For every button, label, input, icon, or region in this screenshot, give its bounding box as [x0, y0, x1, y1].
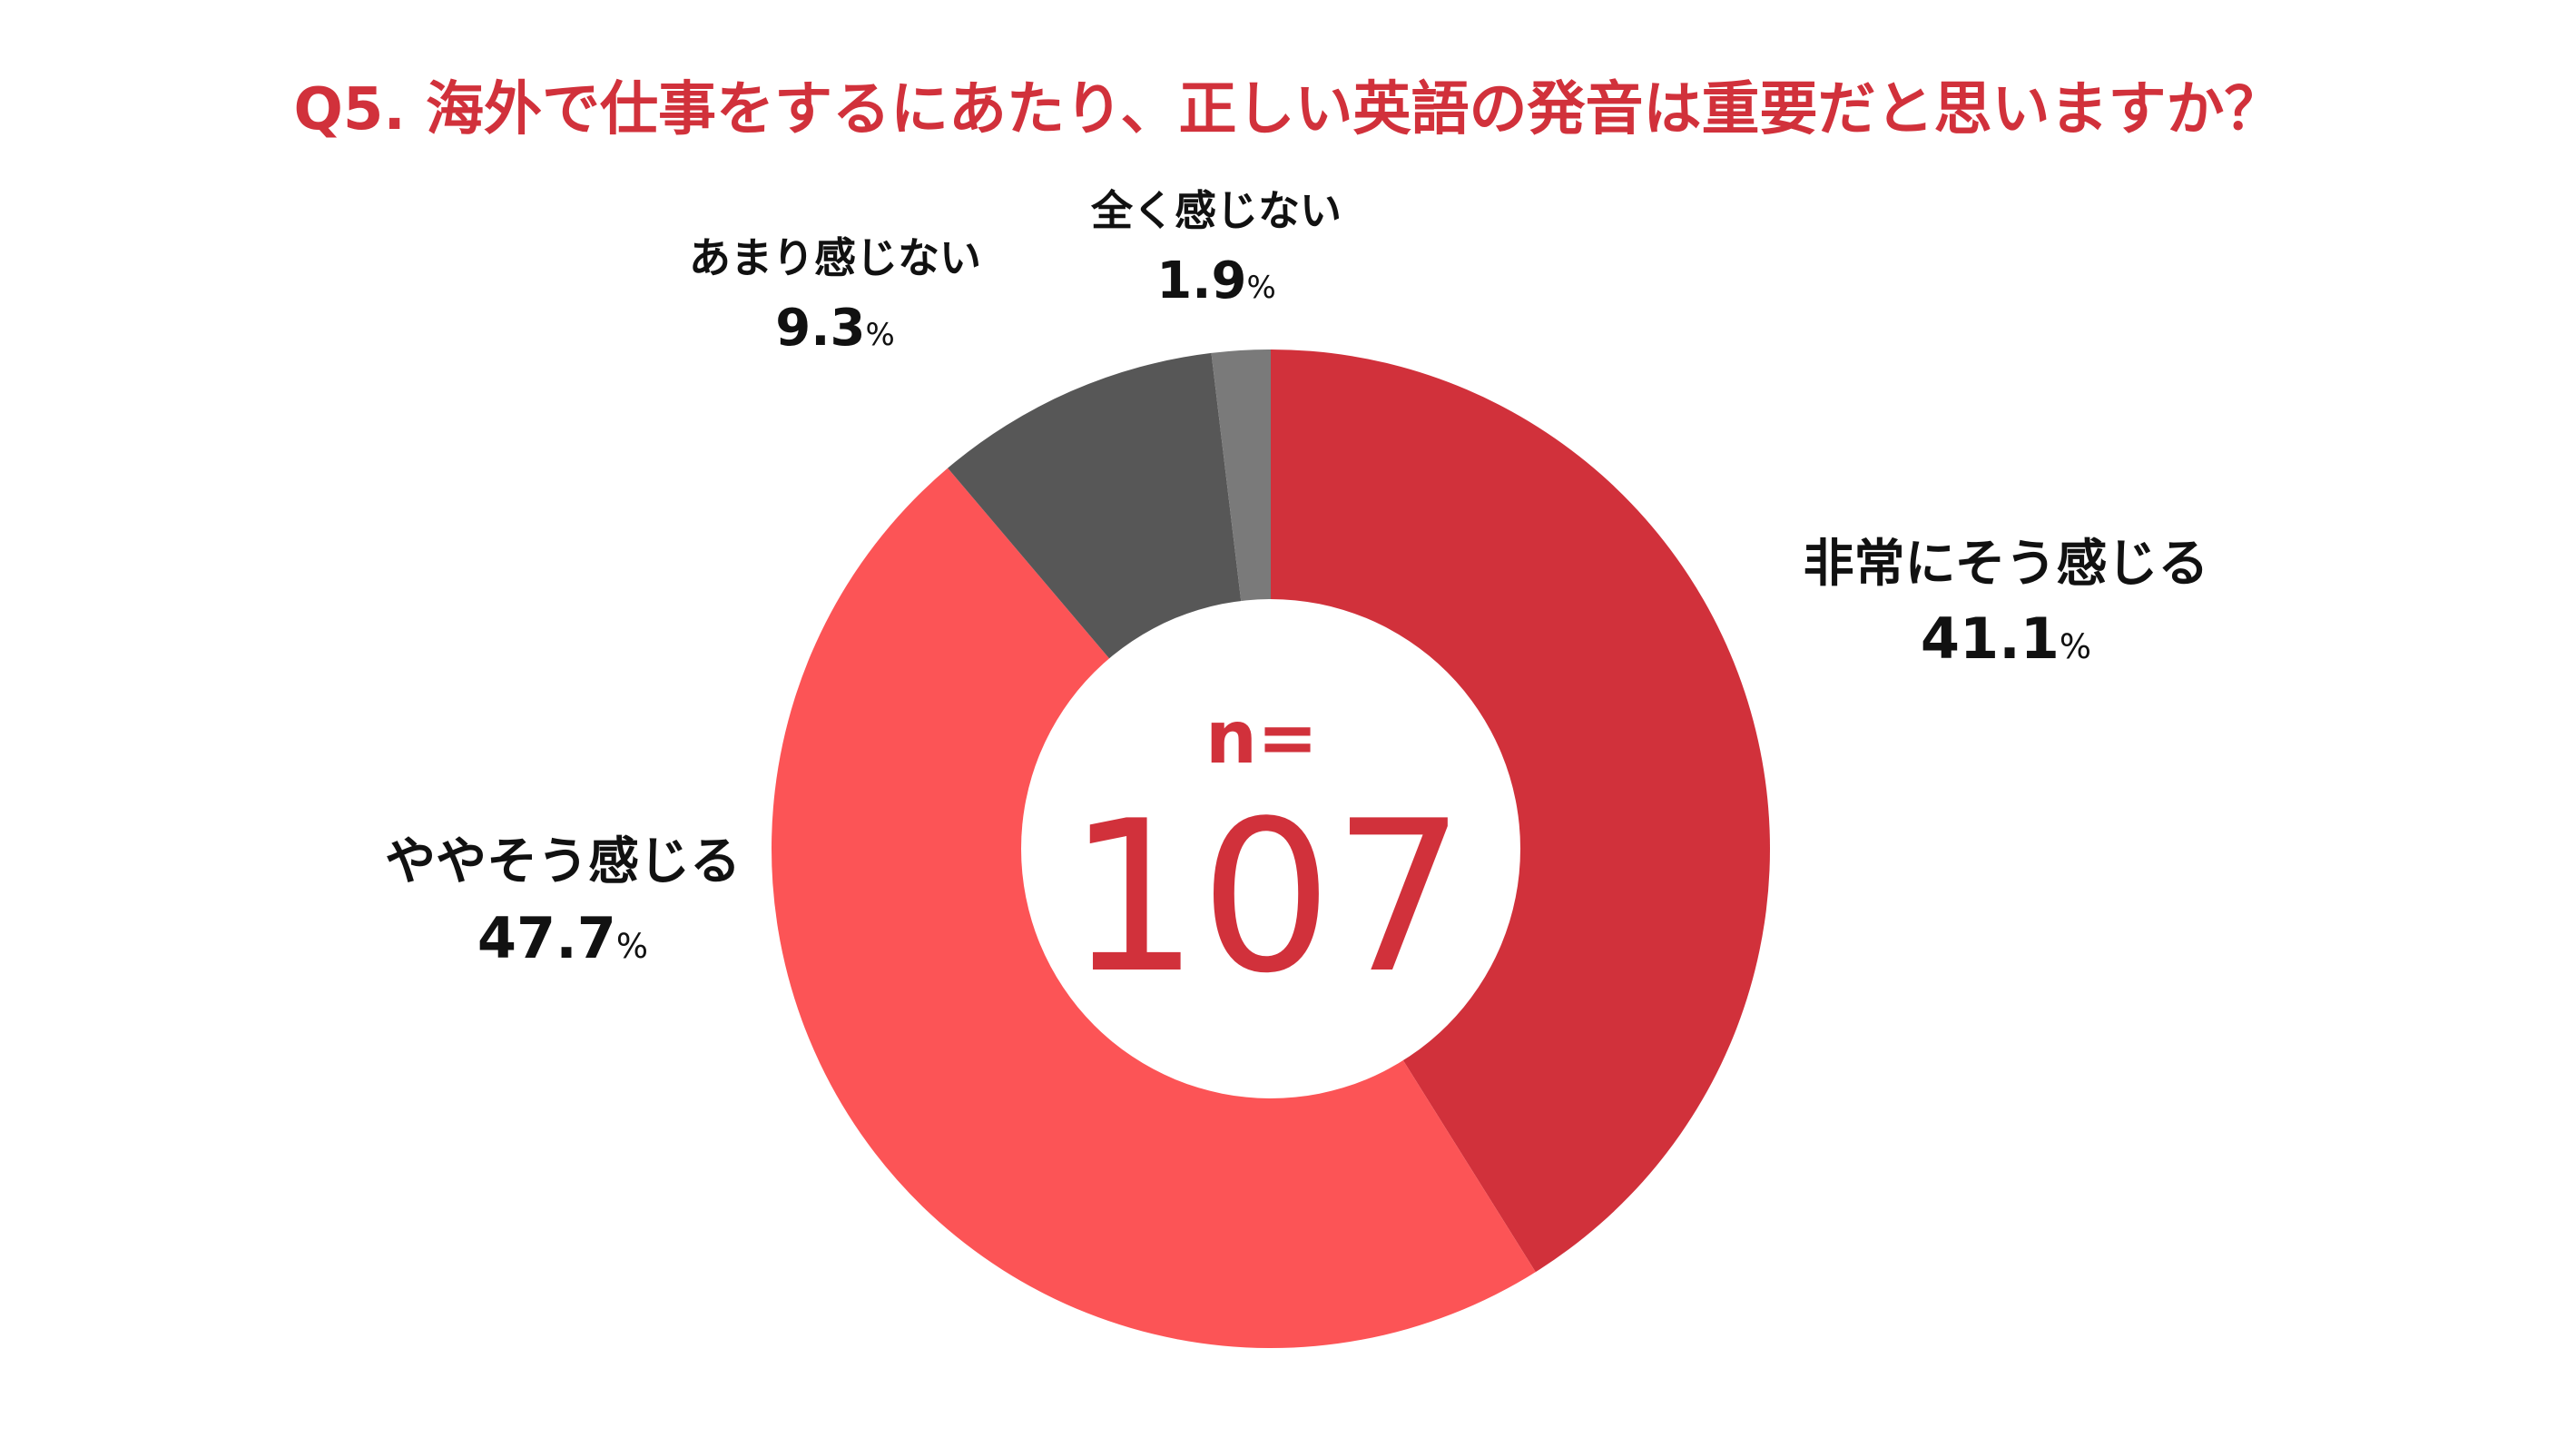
slice-value-4: 1.9% [1156, 251, 1276, 310]
slice-label-4: 全く感じない [1090, 186, 1342, 235]
center-n-value: 107 [1067, 777, 1466, 1019]
slice-label-1: 非常にそう感じる [1804, 535, 2209, 594]
slice-label-3: あまり感じない [689, 233, 981, 282]
center-n-label: n= [1205, 695, 1318, 780]
slice-value-3: 9.3% [775, 299, 895, 358]
slice-labels: 非常にそう感じる 41.1% ややそう感じる 47.7% あまり感じない 9.3% 全く感じ… [385, 186, 2208, 971]
chart-title: Q5. 海外で仕事をするにあたり、正しい英語の発音は重要だと思いますか？ [294, 76, 2283, 143]
slice-value-1: 41.1% [1921, 605, 2091, 672]
slice-label-2: ややそう感じる [385, 832, 741, 891]
slice-value-2: 47.7% [477, 905, 648, 971]
donut-hole [1021, 599, 1520, 1098]
